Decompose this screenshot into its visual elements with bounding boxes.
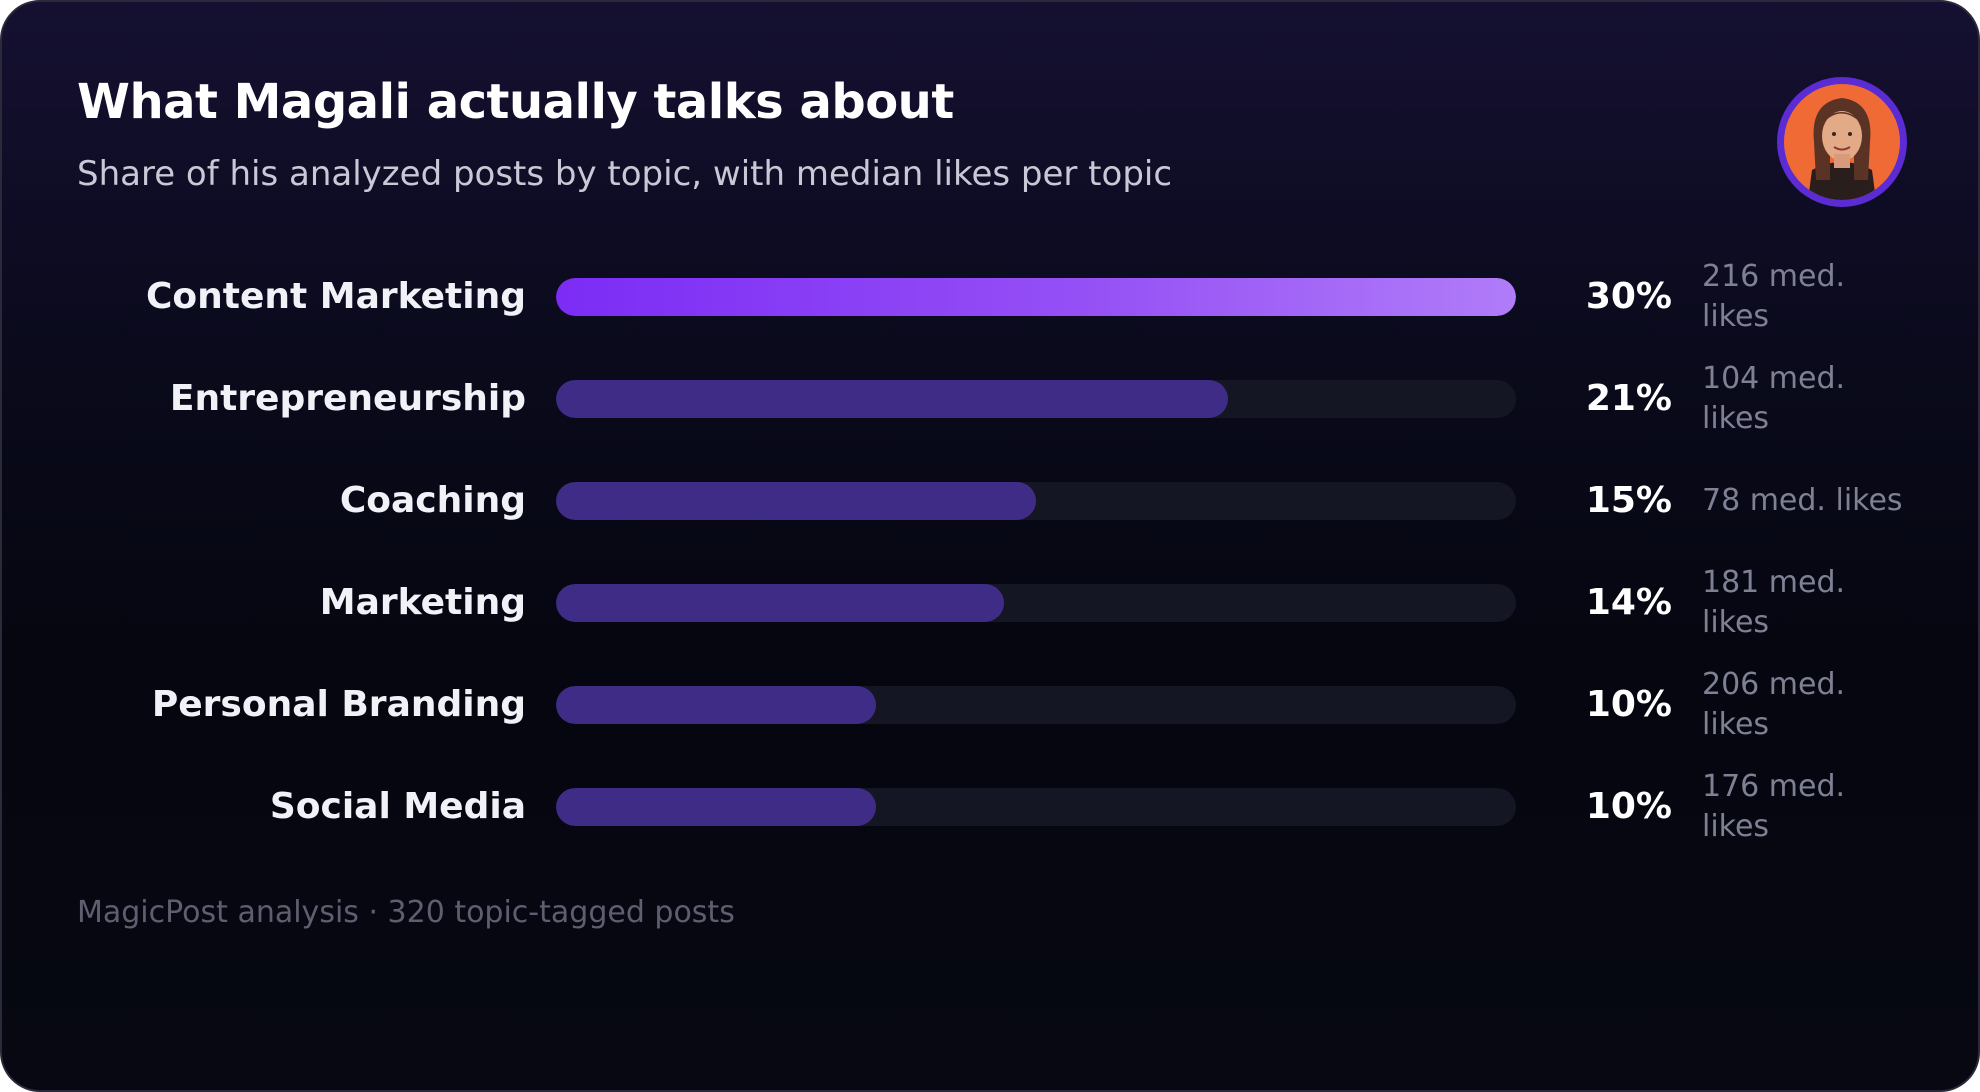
percent-label: 15% (1585, 480, 1672, 521)
bar-track (556, 584, 1516, 622)
bar-row: Content Marketing 30% 216 med. likes (2, 252, 1978, 342)
percent-label: 10% (1585, 786, 1672, 827)
source-note: MagicPost analysis · 320 topic-tagged po… (77, 895, 735, 930)
median-likes-label: 78 med. likes (1702, 483, 1903, 518)
bar (556, 788, 876, 826)
bar-track (556, 380, 1516, 418)
bar-row: Marketing 14% 181 med. likes (2, 558, 1978, 648)
median-likes-label: 176 med. likes (1702, 769, 1846, 844)
bar-track (556, 278, 1516, 316)
category-label: Content Marketing (146, 276, 526, 317)
bar (556, 482, 1036, 520)
bar-track (556, 788, 1516, 826)
bar (556, 686, 876, 724)
category-label: Personal Branding (151, 684, 526, 725)
percent-label: 21% (1585, 378, 1672, 419)
bar-row: Coaching 15% 78 med. likes (2, 456, 1978, 546)
category-label: Marketing (319, 582, 526, 623)
bar-track (556, 686, 1516, 724)
bar (556, 584, 1004, 622)
bar (556, 380, 1228, 418)
category-label: Entrepreneurship (169, 378, 526, 419)
median-likes-label: 216 med. likes (1702, 259, 1846, 334)
category-label: Social Media (269, 786, 526, 827)
percent-label: 30% (1585, 276, 1672, 317)
bar-row: Social Media 10% 176 med. likes (2, 762, 1978, 852)
bar-row: Personal Branding 10% 206 med. likes (2, 660, 1978, 750)
category-label: Coaching (339, 480, 526, 521)
median-likes-label: 104 med. likes (1702, 361, 1846, 436)
bar (556, 278, 1516, 316)
profile-photo-icon (1784, 84, 1900, 200)
chart-subtitle: Share of his analyzed posts by topic, wi… (77, 154, 1173, 194)
median-likes-label: 181 med. likes (1702, 565, 1846, 640)
median-likes-label: 206 med. likes (1702, 667, 1846, 742)
percent-label: 10% (1585, 684, 1672, 725)
percent-label: 14% (1585, 582, 1672, 623)
bar-track (556, 482, 1516, 520)
bar-row: Entrepreneurship 21% 104 med. likes (2, 354, 1978, 444)
avatar (1777, 77, 1907, 207)
chart-title: What Magali actually talks about (77, 74, 954, 130)
